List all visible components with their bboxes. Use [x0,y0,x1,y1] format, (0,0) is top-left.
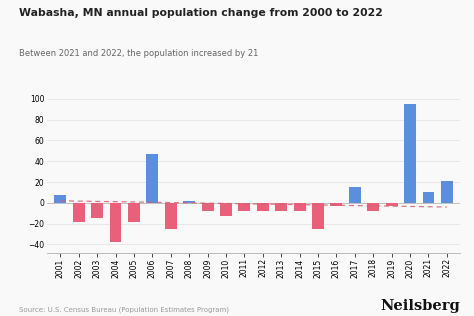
Bar [257,203,269,211]
Bar [220,203,232,216]
Bar [293,203,306,211]
Text: Source: U.S. Census Bureau (Population Estimates Program): Source: U.S. Census Bureau (Population E… [19,306,229,313]
Bar [183,201,195,203]
Bar [386,203,398,206]
Bar [73,203,85,222]
Bar [238,203,250,211]
Bar [55,195,66,203]
Bar [441,181,453,203]
Bar [422,192,435,203]
Bar [201,203,214,211]
Bar [128,203,140,222]
Bar [312,203,324,229]
Bar [367,203,379,211]
Bar [146,154,158,203]
Bar [91,203,103,218]
Bar [275,203,287,211]
Text: Wabasha, MN annual population change from 2000 to 2022: Wabasha, MN annual population change fro… [19,8,383,18]
Text: Neilsberg: Neilsberg [380,299,460,313]
Bar [404,104,416,203]
Text: Between 2021 and 2022, the population increased by 21: Between 2021 and 2022, the population in… [19,49,258,58]
Bar [330,203,342,206]
Bar [165,203,177,229]
Bar [109,203,121,242]
Bar [349,187,361,203]
